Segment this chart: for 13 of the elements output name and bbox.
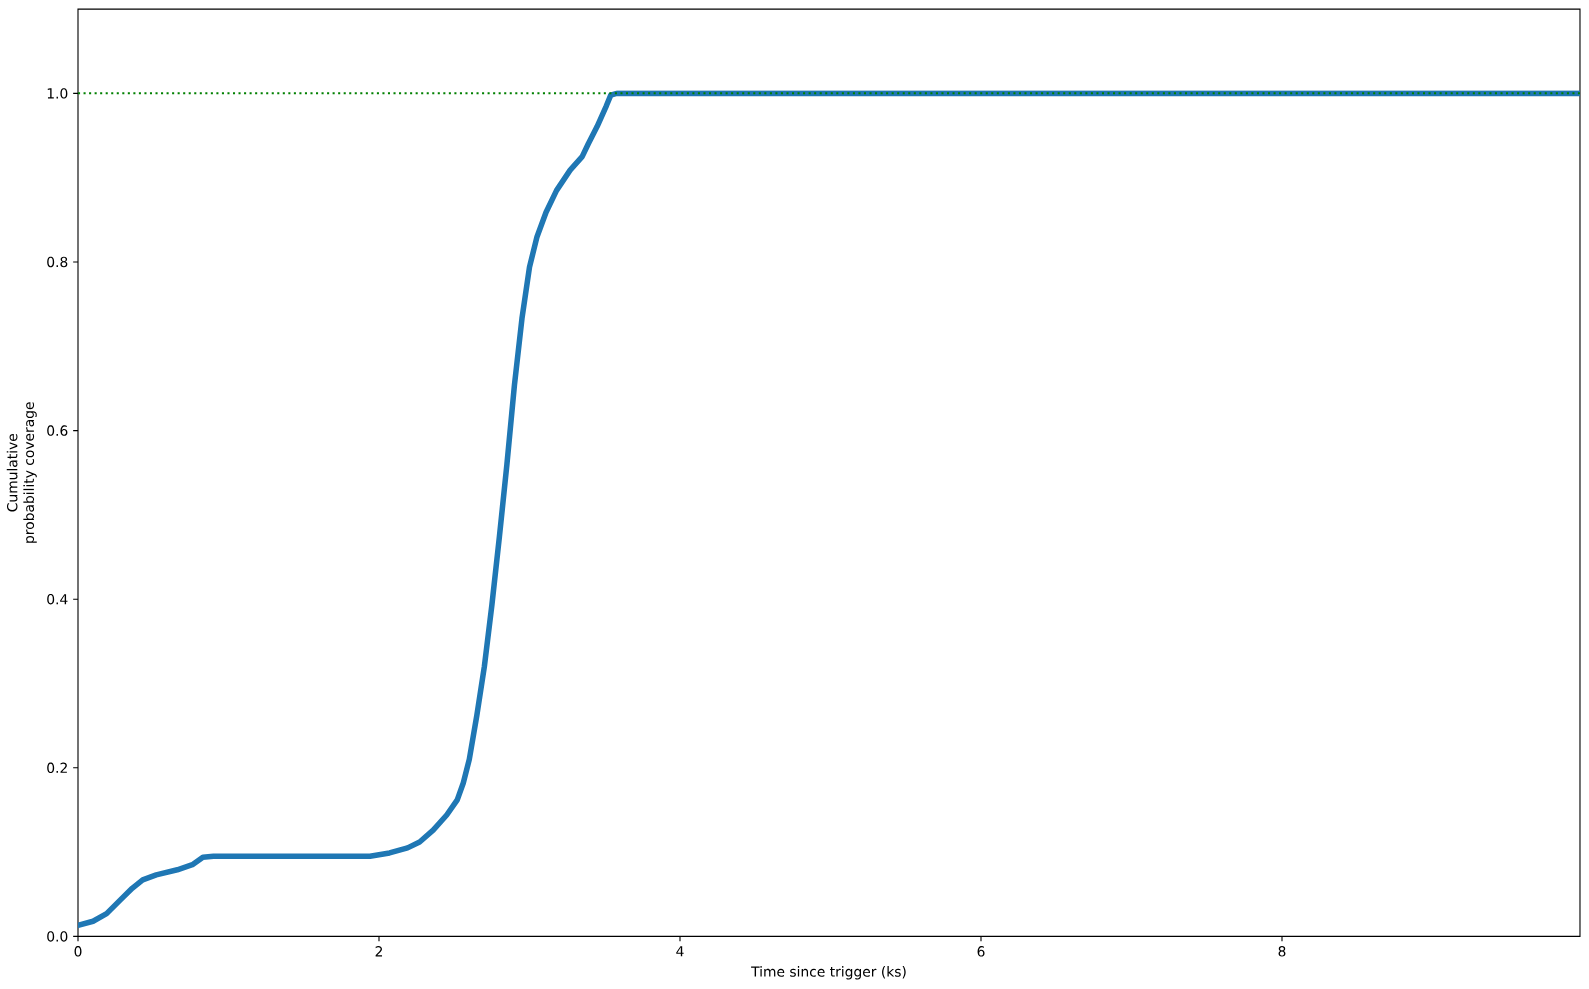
x-tick-label: 6 (977, 946, 985, 957)
x-tick-label: 8 (1278, 946, 1286, 957)
y-tick-label: 0.8 (47, 256, 68, 268)
x-tick-label: 4 (676, 946, 684, 957)
y-tick-label: 0.6 (47, 425, 68, 436)
y-axis-title: Cumulative probability coverage (6, 402, 37, 543)
y-tick-label: 0.2 (47, 762, 67, 774)
x-axis-title: Time since trigger (ks) (751, 966, 906, 980)
x-tick-label: 2 (375, 946, 383, 957)
y-tick-label: 0.0 (47, 931, 68, 942)
y-tick-label: 0.4 (47, 593, 68, 605)
x-tick-label: 0 (74, 946, 82, 957)
y-tick-label: 1.0 (47, 88, 68, 99)
